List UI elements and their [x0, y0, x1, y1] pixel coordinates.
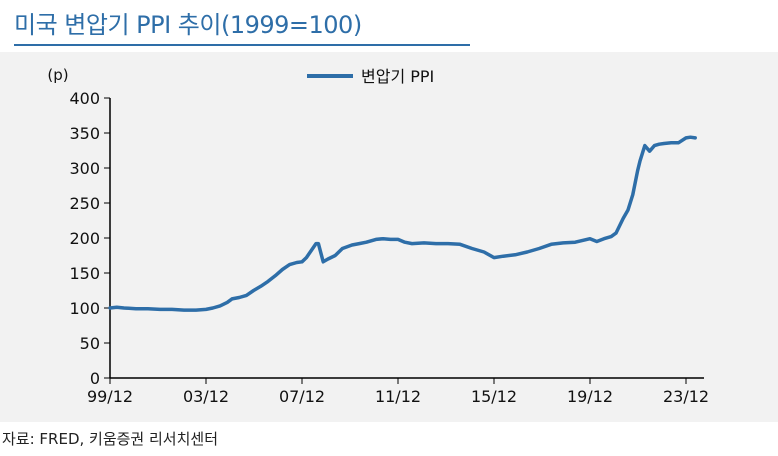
- x-tick-label: 99/12: [87, 387, 133, 406]
- axes: [109, 98, 704, 379]
- y-tick-label: 0: [90, 369, 100, 388]
- y-tick-label: 350: [69, 124, 100, 143]
- x-tick-label: 11/12: [375, 387, 421, 406]
- series-layer: [108, 135, 697, 312]
- x-tick-label: 15/12: [471, 387, 517, 406]
- x-tick-label: 03/12: [183, 387, 229, 406]
- x-tick-label: 19/12: [567, 387, 613, 406]
- y-tick-label: 400: [69, 89, 100, 108]
- y-tick-label: 50: [80, 334, 100, 353]
- y-tick-label: 250: [69, 194, 100, 213]
- y-tick-label: 150: [69, 264, 100, 283]
- y-tick-label: 100: [69, 299, 100, 318]
- title-underline: [14, 44, 470, 46]
- y-axis-unit-label: (p): [47, 66, 68, 84]
- source-note: 자료: FRED, 키움증권 리서치센터: [2, 430, 219, 448]
- series-line: [108, 135, 697, 312]
- x-tick-label: 07/12: [279, 387, 325, 406]
- legend: 변압기 PPI: [307, 67, 434, 86]
- y-tick-label: 300: [69, 159, 100, 178]
- chart-title: 미국 변압기 PPI 추이(1999=100): [14, 11, 362, 39]
- y-tick-label: 200: [69, 229, 100, 248]
- chart-title-block: 미국 변압기 PPI 추이(1999=100): [14, 10, 484, 48]
- axis-ticks: (p) 0 50 100 150 200 250 300 350 400 99/12 03/12 07/…: [47, 66, 709, 406]
- chart-panel: [0, 52, 778, 422]
- x-tick-label: 23/12: [663, 387, 709, 406]
- legend-label: 변압기 PPI: [361, 67, 434, 86]
